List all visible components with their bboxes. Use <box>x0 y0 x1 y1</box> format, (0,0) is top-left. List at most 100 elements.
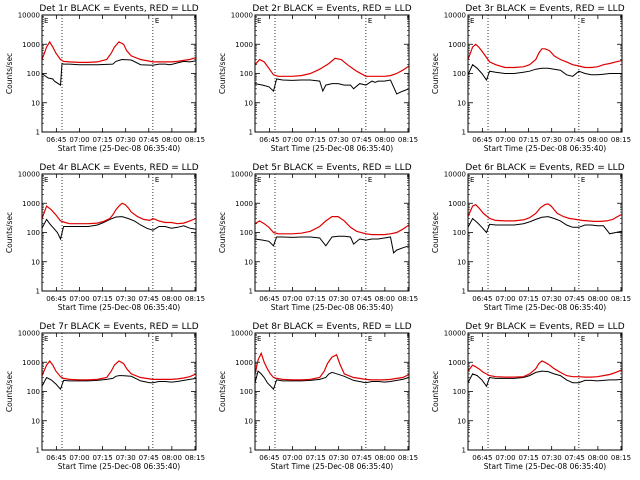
y-tick-label: 1 <box>462 447 466 455</box>
y-tick-label: 10 <box>244 258 253 266</box>
y-tick-label: 100 <box>453 70 466 78</box>
x-tick-label: 08:00 <box>588 454 608 462</box>
x-tick-label: 07:15 <box>518 454 538 462</box>
event-marker-label: E <box>257 17 261 25</box>
series-events-line <box>467 216 623 235</box>
chart-panel-7: Det 7r BLACK = Events, RED = LLD 1 10 100 10… <box>5 322 205 471</box>
chart-panel-5: Det 5r BLACK = Events, RED = LLD 1 10 100 10… <box>218 163 418 312</box>
x-tick-label: 07:45 <box>352 295 372 303</box>
event-marker-label: E <box>368 335 372 343</box>
x-tick-label: 08:00 <box>588 295 608 303</box>
series-events-line <box>41 58 197 86</box>
y-axis-label: Counts/sec <box>431 212 440 253</box>
x-tick-label: 07:00 <box>495 136 515 144</box>
y-tick-label: 1 <box>36 447 40 455</box>
x-axis-label: Start Time (25-Dec-08 06:35:40) <box>271 144 393 153</box>
x-tick-label: 07:00 <box>282 454 302 462</box>
chart-title: Det 1r BLACK = Events, RED = LLD <box>39 4 198 14</box>
y-tick-label: 100 <box>240 229 253 237</box>
chart-panel-9: Det 9r BLACK = Events, RED = LLD 1 10 100 10… <box>431 322 631 471</box>
y-tick-label: 1000 <box>235 41 253 49</box>
series-lld-line <box>41 360 197 381</box>
event-marker-label: E <box>581 17 585 25</box>
event-marker-label: E <box>470 17 474 25</box>
x-tick-label: 06:45 <box>472 295 492 303</box>
event-marker-label: E <box>257 335 261 343</box>
y-tick-label: 100 <box>240 388 253 396</box>
y-axis-label: Counts/sec <box>5 212 14 253</box>
y-tick-label: 100 <box>453 388 466 396</box>
plot-frame <box>467 332 623 451</box>
y-tick-label: 100 <box>453 229 466 237</box>
event-marker-label: E <box>257 176 261 184</box>
y-tick-label: 10 <box>457 417 466 425</box>
x-axis-label: Start Time (25-Dec-08 06:35:40) <box>271 303 393 312</box>
x-tick-label: 08:15 <box>398 454 418 462</box>
chart-title: Det 6r BLACK = Events, RED = LLD <box>465 163 624 173</box>
x-tick-label: 07:15 <box>92 136 112 144</box>
x-tick-label: 07:00 <box>69 295 89 303</box>
chart-title: Det 5r BLACK = Events, RED = LLD <box>252 163 411 173</box>
plot-frame <box>41 173 197 292</box>
series-lld-line <box>41 202 197 225</box>
x-tick-label: 07:45 <box>565 295 585 303</box>
y-axis-label: Counts/sec <box>218 53 227 94</box>
series-events-line <box>467 63 622 82</box>
chart-title: Det 2r BLACK = Events, RED = LLD <box>252 4 411 14</box>
x-tick-label: 06:45 <box>46 454 66 462</box>
series-lld-line <box>467 43 623 69</box>
y-tick-label: 1000 <box>22 359 40 367</box>
x-tick-label: 07:00 <box>282 295 302 303</box>
chart-panel-3: Det 3r BLACK = Events, RED = LLD 1 10 100 10… <box>431 4 631 153</box>
x-tick-label: 06:45 <box>259 454 279 462</box>
x-tick-label: 08:15 <box>185 295 205 303</box>
y-axis-label: Counts/sec <box>431 371 440 412</box>
x-tick-label: 07:45 <box>565 136 585 144</box>
x-tick-label: 07:00 <box>282 136 302 144</box>
x-tick-label: 08:15 <box>611 295 631 303</box>
plot-frame <box>467 14 623 133</box>
x-tick-label: 07:15 <box>305 454 325 462</box>
y-tick-label: 100 <box>27 388 40 396</box>
event-marker-label: E <box>44 176 48 184</box>
y-tick-label: 1 <box>249 288 253 296</box>
x-axis-label: Start Time (25-Dec-08 06:35:40) <box>58 144 180 153</box>
plot-frame <box>254 332 410 451</box>
y-tick-label: 10000 <box>444 12 466 20</box>
x-tick-label: 07:45 <box>139 295 159 303</box>
chart-panel-2: Det 2r BLACK = Events, RED = LLD 1 10 100 10… <box>218 4 418 153</box>
x-axis-label: Start Time (25-Dec-08 06:35:40) <box>271 462 393 471</box>
x-tick-label: 07:45 <box>565 454 585 462</box>
x-tick-label: 07:15 <box>305 295 325 303</box>
chart-title: Det 3r BLACK = Events, RED = LLD <box>465 4 624 14</box>
event-marker-label: E <box>581 176 585 184</box>
y-tick-label: 10 <box>457 99 466 107</box>
x-tick-label: 07:15 <box>518 295 538 303</box>
x-tick-label: 06:45 <box>472 136 492 144</box>
series-events-line <box>41 375 197 391</box>
event-marker-label: E <box>470 335 474 343</box>
y-tick-label: 1 <box>249 447 253 455</box>
y-tick-label: 1000 <box>235 200 253 208</box>
x-tick-label: 07:45 <box>139 454 159 462</box>
x-tick-label: 08:15 <box>398 136 418 144</box>
x-tick-label: 08:00 <box>162 295 182 303</box>
y-axis-label: Counts/sec <box>218 212 227 253</box>
x-tick-label: 08:15 <box>398 295 418 303</box>
y-tick-label: 10 <box>244 417 253 425</box>
y-axis-label: Counts/sec <box>431 53 440 94</box>
x-tick-label: 08:15 <box>185 136 205 144</box>
y-tick-label: 10000 <box>231 330 253 338</box>
x-tick-label: 08:00 <box>375 136 395 144</box>
y-axis-label: Counts/sec <box>5 371 14 412</box>
series-events-line <box>467 370 623 388</box>
x-tick-label: 07:45 <box>139 136 159 144</box>
x-tick-label: 07:30 <box>116 454 136 462</box>
y-tick-label: 10000 <box>231 171 253 179</box>
y-tick-label: 10000 <box>444 171 466 179</box>
y-tick-label: 10 <box>31 258 40 266</box>
y-tick-label: 10 <box>457 258 466 266</box>
event-marker-label: E <box>368 176 372 184</box>
plot-frame <box>41 14 197 133</box>
